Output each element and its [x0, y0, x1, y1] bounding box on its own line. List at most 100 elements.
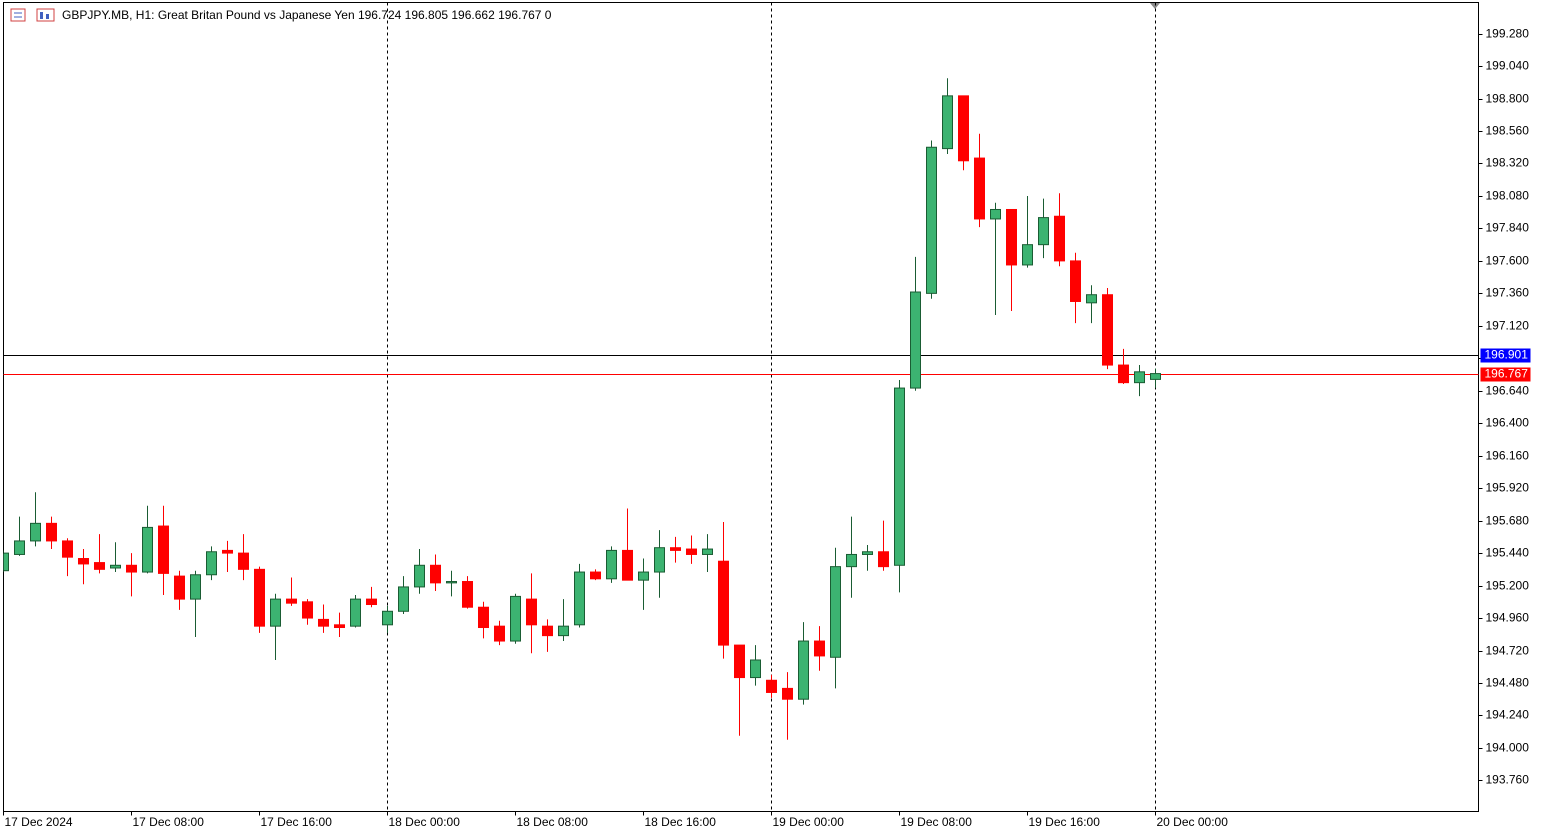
y-tick-label: 196.400 [1486, 416, 1530, 430]
y-tick-label: 194.960 [1486, 611, 1530, 625]
y-tick-label: 197.840 [1486, 221, 1530, 235]
y-tick-label: 197.120 [1486, 319, 1530, 333]
candle-body [1006, 208, 1017, 266]
x-tick-label: 17 Dec 2024 [5, 815, 73, 829]
candle-body [910, 291, 921, 389]
candle-body [1134, 371, 1145, 384]
y-tick-label: 193.760 [1486, 773, 1530, 787]
candle-body [846, 553, 857, 568]
candle-body [814, 640, 825, 657]
icon-chart [36, 8, 55, 22]
candle-body [590, 571, 601, 580]
x-tick-label: 17 Dec 08:00 [133, 815, 205, 829]
candle-body [670, 547, 681, 551]
candle-body [1150, 373, 1161, 380]
price-label-box [1480, 367, 1531, 382]
candle-body [622, 549, 633, 581]
candle-body [478, 606, 489, 629]
candle-body [62, 540, 73, 558]
price-label: 196.767 [1485, 367, 1529, 381]
price-label: 196.901 [1485, 348, 1529, 362]
candle-body [446, 581, 457, 584]
candle-body [78, 558, 89, 565]
icon-list [10, 8, 26, 22]
candle-body [1022, 244, 1033, 266]
candle-body [270, 598, 281, 627]
candle-body [510, 595, 521, 642]
candle-body [3, 552, 9, 572]
candle-body [926, 146, 937, 294]
candle-body [366, 598, 377, 606]
candle-body [766, 679, 777, 693]
candle-body [862, 551, 873, 555]
y-tick-label: 195.920 [1486, 481, 1530, 495]
candle-body [334, 624, 345, 629]
candle-body [526, 598, 537, 626]
y-tick-label: 195.200 [1486, 579, 1530, 593]
candle-body [222, 549, 233, 554]
x-tick-label: 20 Dec 00:00 [1157, 815, 1229, 829]
candle-body [974, 157, 985, 220]
candle-body [414, 564, 425, 588]
candle-body [702, 548, 713, 555]
candle-body [14, 540, 25, 555]
candle-body [798, 640, 809, 700]
x-tick-label: 19 Dec 08:00 [901, 815, 973, 829]
x-tick-label: 18 Dec 08:00 [517, 815, 589, 829]
x-tick-label: 18 Dec 00:00 [389, 815, 461, 829]
x-tick-label: 17 Dec 16:00 [261, 815, 333, 829]
candle-body [718, 560, 729, 646]
candle-body [558, 625, 569, 637]
y-tick-label: 197.360 [1486, 286, 1530, 300]
candle-body [302, 601, 313, 619]
chart-title: GBPJPY.MB, H1: Great Britan Pound vs Jap… [62, 8, 552, 22]
candle-body [830, 566, 841, 658]
candle-body [990, 208, 1001, 220]
candle-body [350, 598, 361, 627]
y-tick-label: 198.800 [1486, 92, 1530, 106]
candle-body [46, 522, 57, 542]
y-tick-label: 195.680 [1486, 514, 1530, 528]
candle-body [1038, 217, 1049, 246]
candle-body [542, 625, 553, 637]
candle-body [142, 526, 153, 573]
y-tick-label: 194.000 [1486, 741, 1530, 755]
candle-body [574, 571, 585, 626]
candle-body [318, 618, 329, 627]
symbol-icons [10, 8, 55, 22]
candle-body [206, 551, 217, 576]
y-tick-label: 196.160 [1486, 449, 1530, 463]
y-tick-label: 197.600 [1486, 254, 1530, 268]
candle-body [958, 95, 969, 162]
y-tick-label: 194.720 [1486, 644, 1530, 658]
candle-body [1054, 215, 1065, 262]
x-tick-label: 18 Dec 16:00 [645, 815, 717, 829]
icon-bar [40, 12, 43, 19]
candle-body [1102, 294, 1113, 366]
candle-body [462, 581, 473, 608]
y-tick-label: 198.080 [1486, 189, 1530, 203]
candle-body [254, 568, 265, 627]
price-label-box [1480, 348, 1531, 363]
candle-body [750, 659, 761, 679]
candle-body [286, 598, 297, 604]
candle-body [734, 644, 745, 679]
y-tick-label: 196.640 [1486, 384, 1530, 398]
candle-body [638, 571, 649, 581]
y-tick-label: 194.240 [1486, 708, 1530, 722]
candle-body [494, 625, 505, 642]
candle-body [94, 562, 105, 570]
candle-body [942, 95, 953, 150]
candle-body [894, 387, 905, 566]
y-tick-label: 198.560 [1486, 124, 1530, 138]
candle-body [238, 552, 249, 570]
candle-body [430, 564, 441, 584]
candle-body [30, 522, 41, 542]
y-tick-label: 195.440 [1486, 546, 1530, 560]
candle-body [1086, 294, 1097, 304]
plot-area [3, 2, 1479, 812]
plot-frame [3, 2, 1479, 812]
y-tick-label: 199.280 [1486, 27, 1530, 41]
candle-body [1118, 364, 1129, 384]
